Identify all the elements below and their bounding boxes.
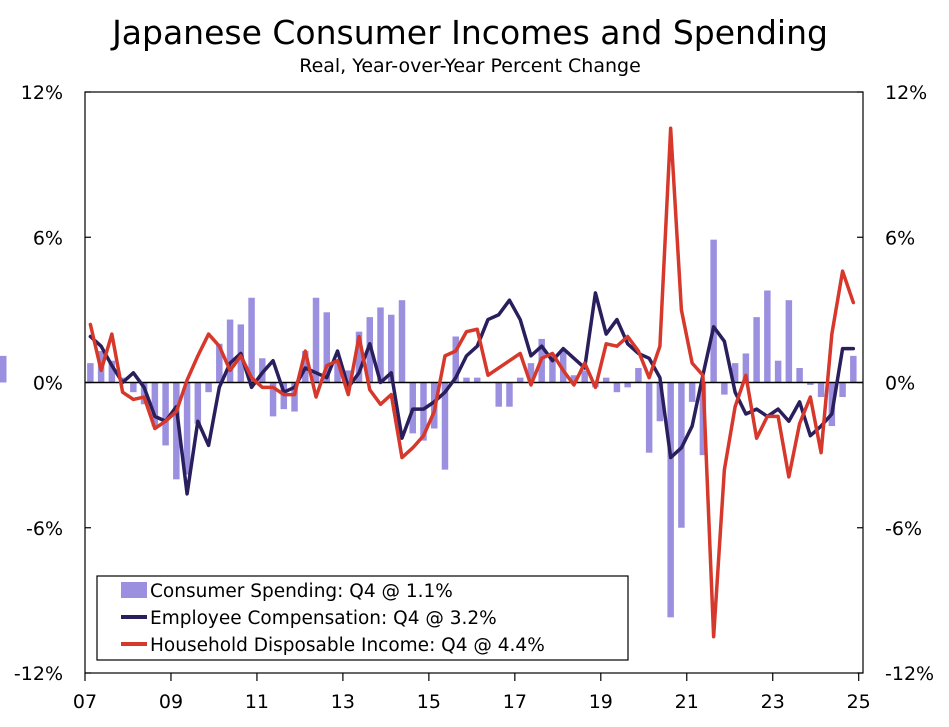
bar-consumer-spending	[162, 382, 169, 446]
bar-consumer-spending	[807, 382, 814, 385]
bar-consumer-spending	[731, 363, 739, 383]
y-tick-label-right: -6%	[885, 518, 922, 540]
legend-label-consumer-spending: Consumer Spending: Q4 @ 1.1%	[150, 581, 453, 602]
bar-consumer-spending	[721, 382, 728, 395]
bar-consumer-spending	[635, 367, 642, 383]
legend: Consumer Spending: Q4 @ 1.1% Employee Co…	[96, 575, 629, 661]
y-tick-label-left: -12%	[14, 663, 63, 685]
bar-consumer-spending	[656, 382, 664, 422]
y-tick-label-left: 0%	[33, 373, 63, 395]
bar-consumer-spending	[151, 382, 159, 427]
bar-consumer-spending	[355, 331, 363, 383]
lines-layer	[88, 126, 856, 639]
bar-consumer-spending	[452, 336, 459, 383]
bar-consumer-spending	[420, 382, 427, 441]
y-tick-label-right: -12%	[885, 663, 934, 685]
bar-consumer-spending	[785, 300, 793, 383]
x-tick-label: 21	[675, 691, 699, 713]
legend-box	[96, 575, 629, 661]
line-household-disposable-income	[88, 126, 856, 639]
bar-consumer-spending	[291, 382, 298, 412]
y-tick-label-left: 12%	[21, 82, 63, 104]
bar-consumer-spending	[108, 360, 116, 383]
bar-consumer-spending	[216, 343, 223, 383]
bar-consumer-spending	[742, 353, 750, 383]
bar-consumer-spending	[345, 370, 352, 383]
bar-consumer-spending	[710, 239, 717, 383]
bar-consumer-spending	[334, 360, 341, 383]
x-tick-label: 25	[847, 691, 871, 713]
bar-consumer-spending	[312, 297, 320, 383]
x-tick-label: 13	[331, 691, 355, 713]
bar-consumer-spending	[248, 297, 255, 383]
x-tick-label: 09	[159, 691, 183, 713]
bar-consumer-spending	[194, 382, 202, 424]
bar-consumer-spending	[796, 367, 803, 383]
bar-consumer-spending	[269, 382, 277, 417]
bar-consumer-spending	[463, 377, 470, 383]
bar-consumer-spending	[130, 382, 137, 393]
chart-title: Japanese Consumer Incomes and Spending	[110, 13, 828, 52]
bar-consumer-spending	[473, 377, 481, 383]
bar-consumer-spending	[398, 300, 406, 383]
legend-label-household-disposable-income: Household Disposable Income: Q4 @ 4.4%	[150, 635, 545, 656]
x-tick-label: 15	[417, 691, 441, 713]
bar-consumer-spending	[839, 382, 846, 398]
x-tick-label: 11	[245, 691, 269, 713]
ticks-layer: 12% 12% 6% 6% 0% 0% -6% -6% -12% -12% 07 09 11 13 15 17…	[14, 82, 934, 713]
bar-consumer-spending	[183, 382, 191, 475]
bar-consumer-spending	[678, 382, 685, 528]
bar-consumer-spending	[624, 382, 631, 388]
bar-consumer-spending	[602, 377, 610, 383]
bar-consumer-spending	[753, 317, 760, 383]
bar-consumer-spending	[87, 363, 94, 383]
bar-consumer-spending	[506, 382, 513, 407]
legend-swatch-consumer-spending	[121, 582, 147, 598]
bar-consumer-spending	[559, 351, 567, 383]
bar-consumer-spending	[226, 319, 234, 383]
bar-consumer-spending	[581, 370, 588, 383]
bar-consumer-spending	[173, 382, 180, 480]
legend-label-employee-compensation: Employee Compensation: Q4 @ 3.2%	[150, 608, 497, 629]
x-tick-label: 23	[761, 691, 785, 713]
x-tick-label: 19	[589, 691, 613, 713]
bar-consumer-spending	[516, 377, 524, 383]
bar-consumer-spending	[688, 382, 696, 402]
line-employee-compensation	[88, 291, 856, 496]
bar-consumer-spending	[764, 290, 771, 383]
bar-consumer-spending	[527, 363, 535, 383]
bar-consumer-spending	[774, 360, 782, 383]
x-tick-label: 17	[503, 691, 527, 713]
bar-consumer-spending	[817, 382, 825, 398]
bar-consumer-spending	[850, 355, 857, 383]
bar-consumer-spending	[140, 382, 148, 405]
y-tick-label-right: 6%	[885, 227, 915, 249]
bar-consumer-spending	[377, 307, 384, 383]
bar-consumer-spending	[613, 382, 621, 393]
bar-consumer-spending	[441, 382, 449, 470]
bar-consumer-spending	[667, 382, 674, 618]
x-tick-label: 07	[73, 691, 97, 713]
bar-consumer-spending	[0, 355, 7, 383]
y-tick-label-right: 0%	[885, 373, 915, 395]
bar-consumer-spending	[495, 382, 502, 407]
y-tick-label-right: 12%	[885, 82, 927, 104]
y-tick-label-left: 6%	[33, 227, 63, 249]
chart-subtitle: Real, Year-over-Year Percent Change	[299, 55, 641, 77]
bar-consumer-spending	[549, 355, 556, 383]
y-tick-label-left: -6%	[26, 518, 63, 540]
bar-consumer-spending	[323, 312, 331, 383]
bar-consumer-spending	[699, 382, 707, 456]
bar-consumer-spending	[645, 382, 653, 453]
bar-consumer-spending	[388, 314, 395, 383]
bar-consumer-spending	[205, 382, 212, 393]
bar-consumer-spending	[570, 375, 578, 383]
